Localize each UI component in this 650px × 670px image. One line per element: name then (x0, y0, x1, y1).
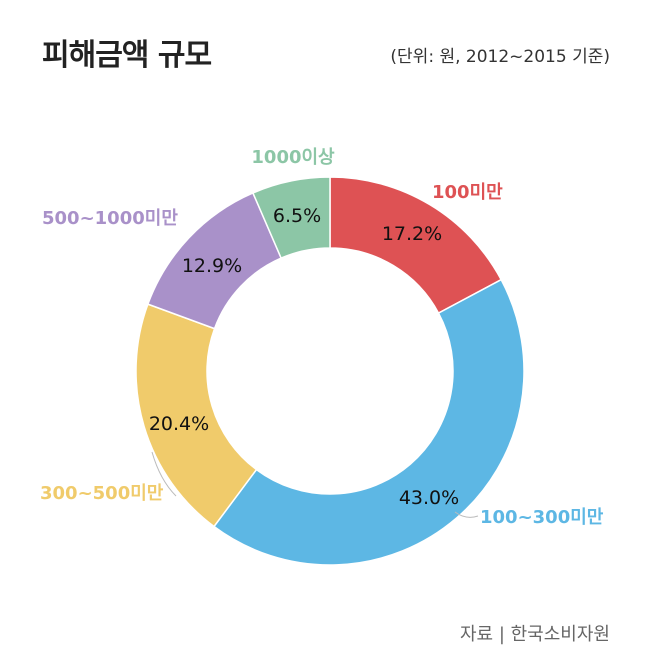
donut-slice (251, 176, 331, 260)
donut-slice (212, 278, 525, 566)
leader-line (151, 451, 177, 497)
slice-percent-label: 20.4% (149, 413, 209, 435)
source-note: 자료 | 한국소비자원 (460, 624, 610, 645)
unit-note: (단위: 원, 2012~2015 기준) (390, 47, 610, 67)
slice-percent-label: 43.0% (399, 487, 459, 509)
slice-percent-label: 12.9% (182, 255, 242, 277)
slice-percent-label: 6.5% (273, 205, 321, 227)
slice-category-label: 1000이상 (251, 147, 335, 168)
slice-percent-label: 17.2% (382, 223, 442, 245)
slice-category-label: 100~300미만 (480, 507, 604, 528)
slice-category-label: 300~500미만 (40, 483, 164, 504)
slice-category-label: 500~1000미만 (42, 208, 178, 229)
slice-category-label: 100미만 (432, 182, 503, 203)
leader-line (454, 511, 479, 518)
chart-title: 피해금액 규모 (42, 38, 212, 73)
